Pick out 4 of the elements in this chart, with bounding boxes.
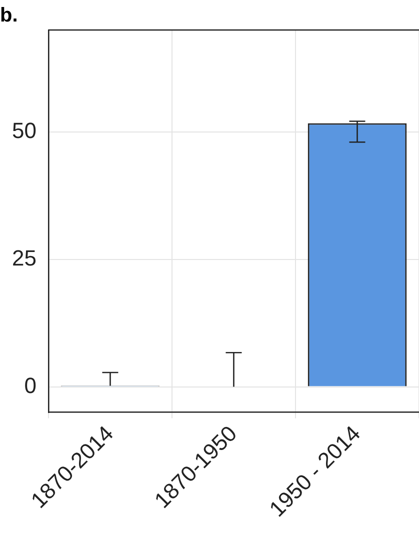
- y-tick-label: 0: [24, 372, 36, 398]
- y-tick-label: 25: [12, 245, 36, 270]
- y-tick-label: 50: [12, 118, 36, 144]
- chart-title: b.: [0, 4, 18, 27]
